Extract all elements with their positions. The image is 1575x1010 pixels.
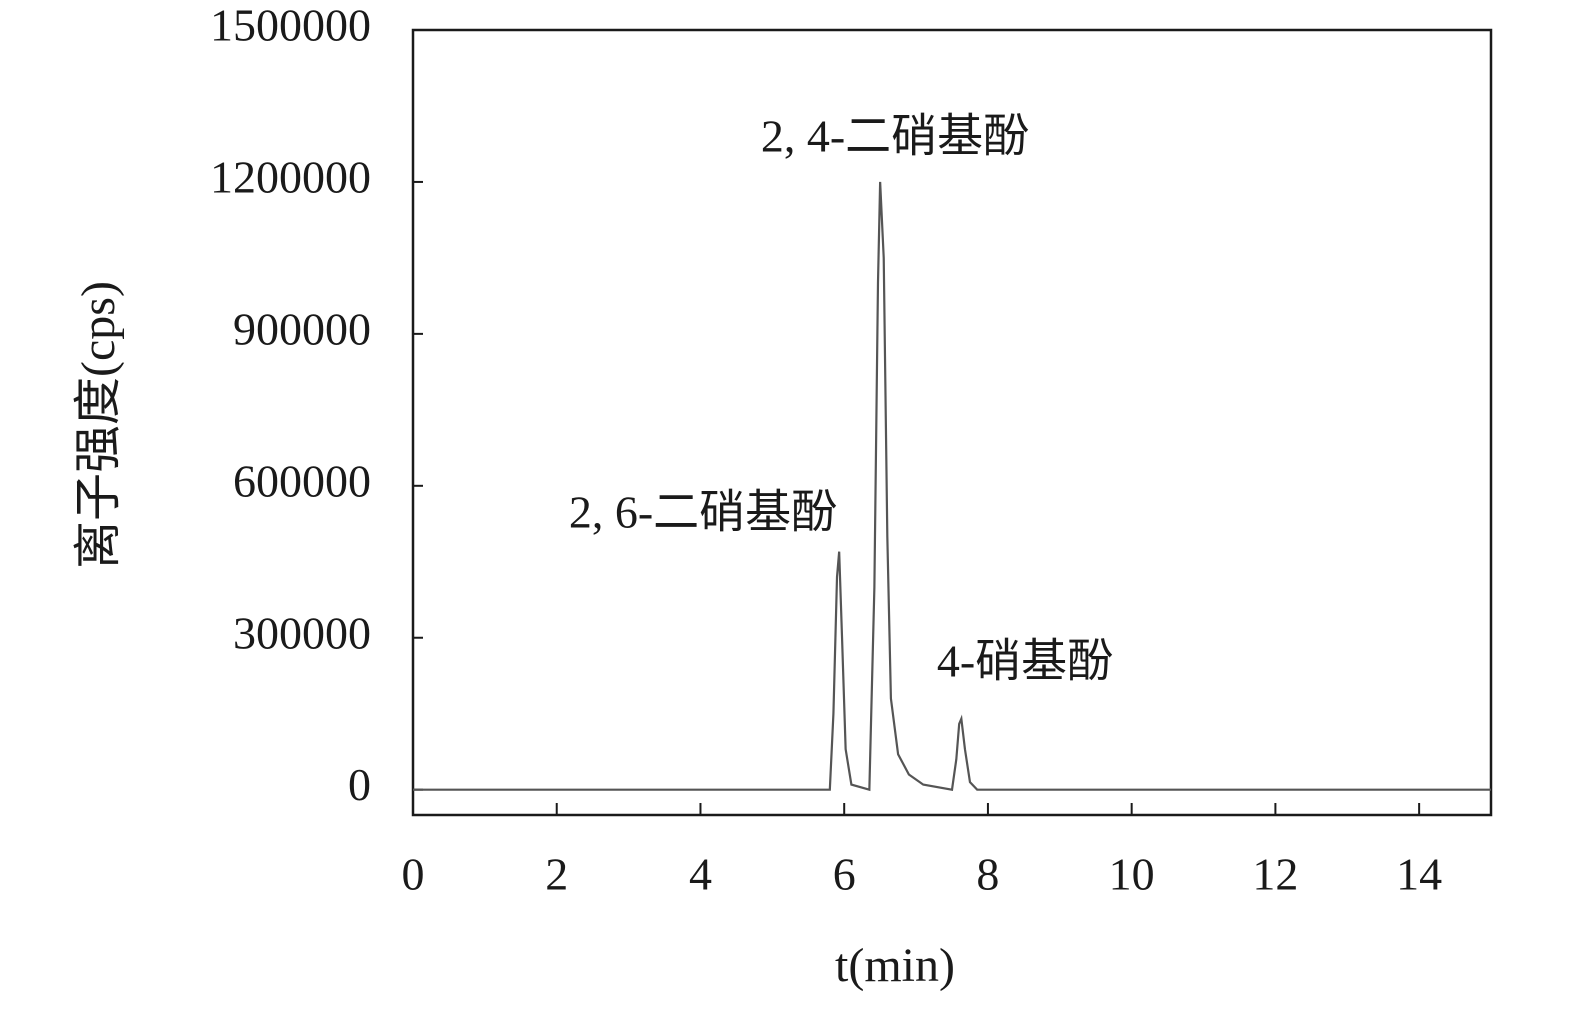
x-tick-label: 12	[1252, 849, 1298, 900]
peak-annotation: 2, 4-二硝基酚	[761, 111, 1029, 162]
x-tick-label: 2	[545, 849, 568, 900]
peak-annotation: 4-硝基酚	[937, 636, 1113, 687]
y-tick-label: 1200000	[210, 151, 371, 202]
y-axis-label: 离子强度(cps)	[72, 281, 125, 569]
x-tick-label: 4	[689, 849, 712, 900]
x-tick-label: 6	[833, 849, 856, 900]
x-axis-label: t(min)	[835, 939, 955, 992]
x-tick-label: 14	[1396, 849, 1442, 900]
y-tick-label: 0	[348, 759, 371, 810]
x-tick-label: 0	[402, 849, 425, 900]
y-tick-label: 1500000	[210, 0, 371, 51]
trace-line	[413, 181, 1491, 792]
peak-annotation: 2, 6-二硝基酚	[569, 487, 837, 538]
plot-frame	[411, 28, 1493, 817]
y-tick-label: 300000	[233, 607, 371, 658]
x-tick-label: 8	[976, 849, 999, 900]
x-tick-label: 10	[1109, 849, 1155, 900]
y-tick-label: 600000	[233, 455, 371, 506]
y-tick-label: 900000	[233, 303, 371, 354]
